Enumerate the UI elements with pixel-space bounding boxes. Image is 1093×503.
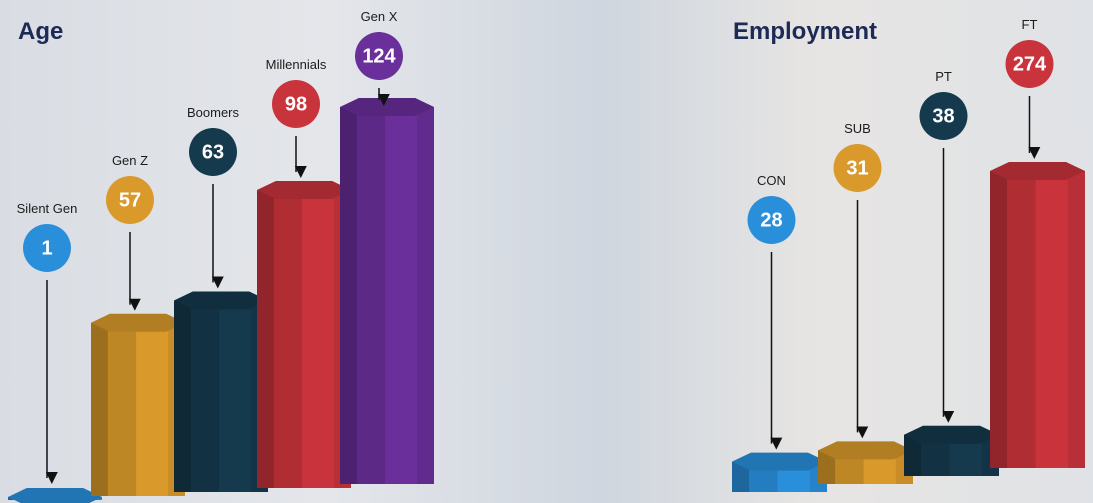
bar-cap xyxy=(8,487,102,503)
bar-shade xyxy=(107,322,137,496)
value-bubble xyxy=(747,196,796,244)
chart-title: Age xyxy=(18,18,64,45)
value-bubble xyxy=(23,224,71,272)
value-label: 31 xyxy=(846,157,868,179)
bar-cap-shade xyxy=(174,291,268,310)
bar xyxy=(257,190,351,488)
value-bubble xyxy=(272,80,320,128)
bar-shade xyxy=(257,190,274,488)
bar-shade xyxy=(340,107,357,484)
value-label: 98 xyxy=(285,93,307,115)
bar-shade xyxy=(732,461,750,492)
bar-shade xyxy=(904,434,922,476)
value-label: 28 xyxy=(760,209,782,231)
bar-highlight xyxy=(417,107,434,484)
bar-cap-shade xyxy=(990,162,1085,180)
bar-cap xyxy=(904,425,999,444)
bar-cap-shade xyxy=(8,487,102,503)
value-label: 38 xyxy=(932,105,954,127)
bar-cap-shade xyxy=(732,452,827,471)
category-label: Gen Z xyxy=(111,153,149,168)
bar-shade xyxy=(1007,171,1036,468)
bar-shade xyxy=(818,450,836,484)
bar-cap-shade xyxy=(340,98,434,116)
value-bubble xyxy=(1005,40,1054,88)
category-label: CON xyxy=(757,173,786,188)
bar-highlight xyxy=(1067,171,1085,468)
bar-cap-shade xyxy=(818,441,913,460)
value-label: 63 xyxy=(202,141,224,163)
bar xyxy=(990,171,1085,468)
bar-cap xyxy=(91,313,185,332)
bar xyxy=(174,300,268,492)
bar-cap-shade xyxy=(91,313,185,332)
bar-shade xyxy=(174,300,191,492)
bar-cap-shade xyxy=(257,181,351,200)
value-bubble xyxy=(355,32,403,80)
bar-cap xyxy=(340,98,434,116)
bar-cap xyxy=(990,162,1085,180)
category-label: Boomers xyxy=(186,105,240,120)
value-bubble xyxy=(189,128,237,176)
value-bubble xyxy=(919,92,968,140)
value-bubble xyxy=(833,144,882,192)
category-label: PT xyxy=(935,69,952,84)
category-label: Millennials xyxy=(265,57,327,72)
bar-cap xyxy=(818,441,913,460)
bar-cap-shade xyxy=(904,425,999,444)
category-label: Gen X xyxy=(360,9,398,24)
category-label: FT xyxy=(1021,17,1038,32)
value-bubble xyxy=(106,176,154,224)
category-label: SUB xyxy=(844,121,871,136)
bar-cap xyxy=(174,291,268,310)
chart-title: Employment xyxy=(733,18,878,45)
bar-shade xyxy=(273,190,303,488)
value-label: 124 xyxy=(362,45,396,67)
bar-shade xyxy=(990,171,1008,468)
category-label: Silent Gen xyxy=(16,201,78,216)
bar-shade xyxy=(91,322,108,496)
bar-shade xyxy=(190,300,220,492)
bar xyxy=(340,107,434,484)
bar-cap xyxy=(732,452,827,471)
bar-cap xyxy=(257,181,351,200)
bar xyxy=(91,322,185,496)
value-label: 57 xyxy=(119,189,141,211)
bar-shade xyxy=(356,107,386,484)
value-label: 1 xyxy=(41,237,52,259)
value-label: 274 xyxy=(1013,53,1047,75)
